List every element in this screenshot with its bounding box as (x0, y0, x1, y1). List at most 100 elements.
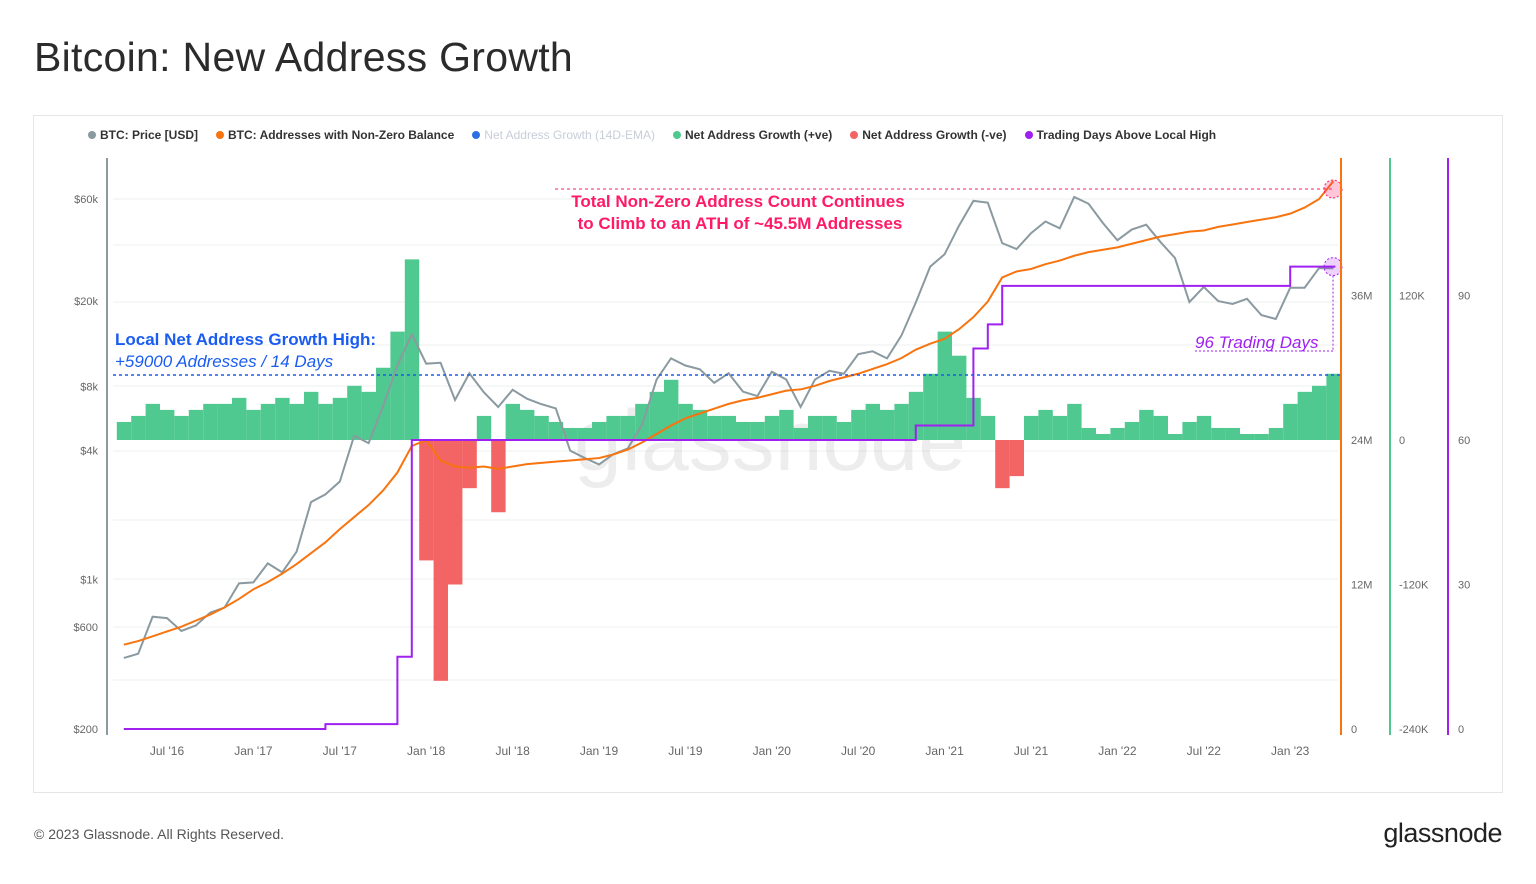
legend: BTC: Price [USD] BTC: Addresses with Non… (88, 128, 1216, 142)
net-growth-positive-bar (1024, 415, 1039, 440)
x-tick-label: Jan '18 (407, 744, 446, 758)
legend-item-trading-days[interactable]: Trading Days Above Local High (1024, 128, 1216, 142)
net-growth-positive-bar (808, 415, 823, 440)
net-growth-positive-bar (620, 415, 636, 440)
net-growth-negative-bar (1009, 440, 1024, 477)
net-growth-positive-bar (534, 415, 549, 440)
net-growth-positive-bar (577, 427, 592, 440)
x-tick-label: Jan '20 (753, 744, 792, 758)
price-tick-label: $200 (74, 724, 98, 736)
net-growth-positive-bar (937, 331, 952, 440)
legend-label: BTC: Price [USD] (100, 128, 199, 142)
net-growth-positive-bar (923, 373, 938, 440)
addresses-tick-label: 24M (1351, 435, 1372, 447)
net-growth-tick-label: 0 (1399, 435, 1405, 447)
net-growth-positive-bar (908, 391, 924, 440)
legend-item-ema[interactable]: Net Address Growth (14D-EMA) (472, 128, 655, 142)
net-growth-positive-bar (1139, 409, 1154, 440)
copyright: © 2023 Glassnode. All Rights Reserved. (34, 826, 285, 842)
x-tick-label: Jan '22 (1098, 744, 1137, 758)
net-growth-negative-bar (419, 440, 434, 561)
legend-label: Net Address Growth (14D-EMA) (484, 128, 655, 142)
legend-dot-icon (1024, 131, 1033, 139)
addresses-line (123, 180, 1335, 646)
trading-days-tick-label: 30 (1458, 580, 1470, 592)
net-growth-positive-bar (1268, 427, 1284, 440)
net-growth-positive-bar (736, 421, 751, 440)
price-tick-label: $60k (74, 194, 98, 206)
price-tick-label: $1k (80, 575, 98, 587)
net-growth-positive-bar (865, 403, 880, 440)
trading-days-line (123, 265, 1336, 730)
x-tick-label: Jan '19 (580, 744, 619, 758)
addresses-tick-label: 12M (1351, 580, 1372, 592)
net-growth-positive-bar (1081, 427, 1096, 440)
net-growth-bars (116, 259, 1341, 681)
ath-annotation-line2: to Climb to an ATH of ~45.5M Addresses (578, 214, 903, 233)
net-growth-positive-bar (1254, 433, 1269, 440)
trading-days-annotation: 96 Trading Days (1195, 333, 1319, 352)
net-growth-positive-bar (116, 421, 132, 440)
net-growth-positive-bar (1211, 427, 1226, 440)
price-tick-label: $600 (74, 622, 98, 634)
trading-days-tick-label: 90 (1458, 291, 1470, 303)
net-growth-positive-bar (1067, 403, 1082, 440)
legend-item-negative[interactable]: Net Address Growth (-ve) (850, 128, 1007, 142)
net-growth-positive-bar (260, 403, 276, 440)
net-growth-positive-bar (246, 409, 261, 440)
legend-label: BTC: Addresses with Non-Zero Balance (228, 128, 455, 142)
net-growth-positive-bar (131, 415, 146, 440)
net-growth-tick-label: -240K (1399, 724, 1429, 736)
net-growth-positive-bar (361, 391, 376, 440)
addresses-tick-label: 36M (1351, 291, 1372, 303)
legend-dot-icon (88, 131, 96, 139)
net-growth-positive-bar (347, 385, 362, 440)
net-growth-positive-bar (289, 403, 304, 440)
net-growth-positive-bar (1153, 415, 1168, 440)
legend-dot-icon (673, 131, 681, 139)
net-growth-positive-bar (1283, 403, 1298, 440)
net-growth-positive-bar (1038, 409, 1053, 440)
legend-item-addresses[interactable]: BTC: Addresses with Non-Zero Balance (216, 128, 454, 142)
net-growth-positive-bar (606, 415, 621, 440)
local-high-annotation-title: Local Net Address Growth High: (115, 330, 376, 349)
legend-item-price[interactable]: BTC: Price [USD] (88, 128, 198, 142)
net-growth-positive-bar (476, 415, 492, 440)
net-growth-positive-bar (750, 421, 765, 440)
net-growth-positive-bar (678, 403, 693, 440)
gridlines (113, 198, 1338, 681)
net-growth-positive-bar (1326, 373, 1341, 440)
net-growth-positive-bar (1110, 427, 1125, 440)
x-tick-label: Jul '16 (150, 744, 185, 758)
net-growth-positive-bar (980, 415, 996, 440)
chart-frame (33, 115, 1503, 793)
net-growth-positive-bar (318, 403, 333, 440)
net-growth-positive-bar (332, 397, 348, 440)
net-growth-positive-bar (649, 391, 664, 440)
net-growth-negative-bar (491, 440, 506, 513)
legend-item-positive[interactable]: Net Address Growth (+ve) (673, 128, 832, 142)
x-tick-label: Jul '18 (495, 744, 530, 758)
net-growth-positive-bar (304, 391, 319, 440)
net-growth-positive-bar (390, 331, 405, 440)
net-growth-positive-bar (707, 415, 722, 440)
page-title: Bitcoin: New Address Growth (34, 34, 574, 80)
net-growth-positive-bar (721, 415, 736, 440)
net-growth-positive-bar (505, 403, 520, 440)
x-tick-label: Jul '20 (841, 744, 876, 758)
trading-days-tick-label: 60 (1458, 435, 1470, 447)
net-growth-positive-bar (952, 355, 967, 440)
net-growth-positive-bar (592, 421, 607, 440)
ath-annotation-line1: Total Non-Zero Address Count Continues (571, 192, 904, 211)
x-tick-label: Jul '22 (1187, 744, 1222, 758)
x-tick-label: Jul '19 (668, 744, 703, 758)
net-growth-positive-bar (851, 409, 866, 440)
x-tick-label: Jan '23 (1271, 744, 1310, 758)
axis-ticks: $60k $20k $8k $4k $1k $600 $200 0 12M 24M 36M -240K… (74, 194, 1471, 758)
legend-dot-icon (216, 131, 225, 139)
trading-days-tick-label: 0 (1458, 724, 1464, 736)
legend-dot-icon (472, 131, 481, 139)
addresses-tick-label: 0 (1351, 724, 1357, 736)
net-growth-positive-bar (188, 409, 204, 440)
